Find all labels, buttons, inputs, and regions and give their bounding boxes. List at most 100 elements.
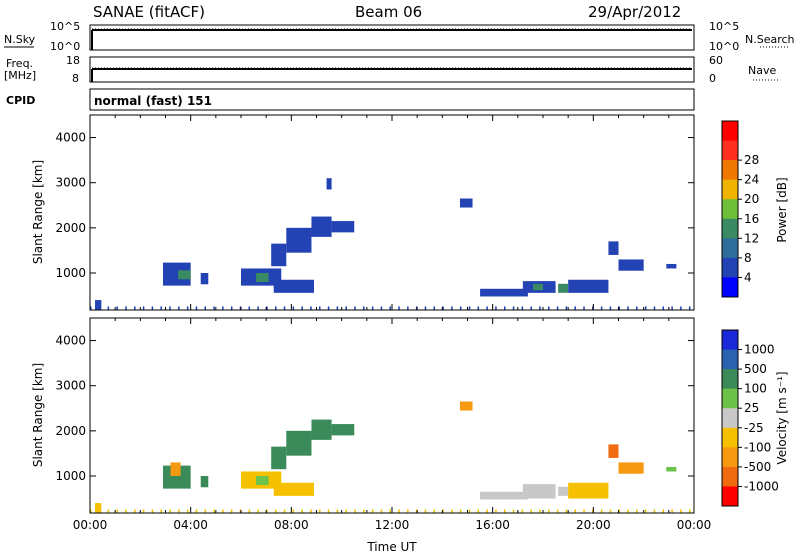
freq-unit-label: [MHz]: [4, 69, 36, 82]
velocity-patch-3: [200, 475, 209, 488]
velocity-patch-6: [273, 482, 314, 496]
power-colorbar-swatch: [722, 277, 738, 298]
colorbar-tick-label: 25: [744, 401, 759, 415]
velocity-sparse-cell: [662, 509, 665, 513]
nave-tick-bottom: 0: [709, 72, 716, 85]
power-sparse-cell: [609, 306, 612, 310]
colorbar-tick-label: 4: [744, 270, 752, 284]
noise-right-tick-top: 10^5: [709, 20, 739, 33]
velocity-patch-16: [608, 444, 619, 458]
velocity-sparse-cell: [592, 509, 594, 513]
power-sparse-cell: [680, 306, 682, 310]
power-sparse-cell: [477, 306, 480, 310]
noise-left-tick-top: 10^5: [50, 20, 80, 33]
velocity-sparse-cell: [486, 509, 488, 513]
velocity-sparse-cell: [98, 509, 101, 513]
velocity-patch-10: [331, 424, 355, 436]
power-sparse-cell: [169, 306, 171, 310]
velocity-patch-0: [95, 503, 102, 513]
power-sparse-cell: [345, 306, 347, 310]
power-sparse-cell: [336, 306, 339, 310]
power-sparse-cell: [98, 306, 101, 310]
power-sparse-cell: [116, 306, 118, 310]
velocity-sparse-cell: [222, 509, 224, 513]
velocity-colorbar-swatch: [722, 369, 738, 390]
colorbar-tick-label: 1000: [744, 343, 775, 357]
velocity-sparse-cell: [653, 509, 656, 513]
freq-tick-top: 18: [66, 54, 80, 67]
velocity-patch-13: [522, 484, 556, 499]
velocity-colorbar-swatches: [722, 330, 738, 507]
power-patch-18: [608, 241, 619, 255]
velocity-sparse-cell: [363, 509, 365, 513]
power-patch-5: [256, 272, 269, 283]
power-sparse-cell: [142, 306, 145, 310]
velocity-sparse-cell: [230, 509, 233, 513]
power-y-axis: 1000 2000 3000 4000: [55, 131, 694, 280]
x-tick-label: 04:00: [173, 518, 208, 532]
colorbar-tick-label: 500: [744, 362, 767, 376]
velocity-colorbar-swatch: [722, 330, 738, 351]
power-sparse-cell: [301, 306, 303, 310]
velocity-sparse-cell: [574, 509, 576, 513]
velocity-sparse-cell: [116, 509, 118, 513]
velocity-sparse-cell: [371, 509, 374, 513]
x-tick-label: 08:00: [274, 518, 309, 532]
power-sparse-cell: [239, 306, 242, 310]
velocity-sparse-cell: [380, 509, 383, 513]
power-sparse-patch: [90, 306, 691, 310]
power-patch-10: [331, 221, 355, 233]
velocity-sparse-cell: [239, 509, 242, 513]
power-sparse-cell: [592, 306, 594, 310]
velocity-sparse-cell: [618, 509, 620, 513]
velocity-sparse-cell: [636, 509, 638, 513]
y-tick-label: 2000: [55, 424, 86, 438]
velocity-sparse-cell: [548, 509, 550, 513]
x-tick-label: 00:00: [677, 518, 712, 532]
x-tick-label: 16:00: [475, 518, 510, 532]
velocity-patch-7: [271, 446, 287, 470]
power-sparse-cell: [107, 306, 110, 310]
power-sparse-cell: [662, 306, 665, 310]
time-axis-label: Time UT: [366, 540, 417, 554]
colorbar-tick-label: -100: [744, 440, 771, 454]
velocity-sparse-cell: [90, 509, 92, 513]
velocity-sparse-cell: [442, 509, 444, 513]
power-sparse-cell: [548, 306, 550, 310]
nsky-label: N.Sky: [4, 33, 36, 46]
velocity-patch-15: [568, 482, 609, 499]
power-sparse-cell: [415, 306, 418, 310]
power-sparse-cell: [442, 306, 444, 310]
velocity-sparse-cell: [336, 509, 339, 513]
power-sparse-cell: [459, 306, 462, 310]
colorbar-tick-label: -25: [744, 421, 764, 435]
power-sparse-cell: [407, 306, 409, 310]
velocity-sparse-cell: [319, 509, 321, 513]
velocity-sparse-cell: [495, 509, 497, 513]
y-tick-label: 3000: [55, 379, 86, 393]
power-sparse-cell: [274, 306, 277, 310]
x-tick-label: 00:00: [73, 518, 108, 532]
velocity-colorbar-frame: [721, 329, 739, 507]
velocity-panel: 1000 2000 3000 4000 00:00 04:00 08:00 12:00 16:…: [31, 317, 712, 554]
power-colorbar-ticks: 4 8 12 16 20 24 28: [738, 153, 759, 284]
colorbar-tick-label: 12: [744, 231, 759, 245]
freq-nave-strip: Freq. [MHz] Nave 18 8 60 0: [4, 54, 778, 85]
velocity-sparse-cell: [512, 509, 515, 513]
x-tick-label: 20:00: [576, 518, 611, 532]
power-sparse-cell: [653, 306, 656, 310]
power-sparse-cell: [600, 306, 603, 310]
velocity-sparse-cell: [178, 509, 180, 513]
power-sparse-cell: [222, 306, 224, 310]
velocity-sparse-cell: [195, 509, 198, 513]
freq-strip-frame: [89, 56, 695, 83]
cpid-label: CPID: [6, 94, 35, 107]
velocity-patch-17: [618, 462, 644, 474]
power-sparse-cell: [574, 306, 576, 310]
power-sparse-cell: [468, 306, 471, 310]
velocity-sparse-cell: [266, 509, 268, 513]
velocity-sparse-cell: [583, 509, 585, 513]
cpid-strip: CPID normal (fast) 151: [6, 88, 695, 111]
y-tick-label: 2000: [55, 221, 86, 235]
power-patch-7: [271, 243, 287, 267]
